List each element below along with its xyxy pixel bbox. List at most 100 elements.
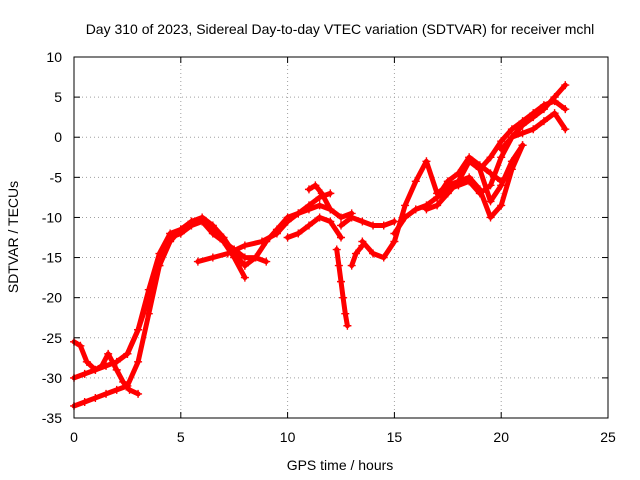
data-point (317, 189, 326, 198)
data-point (497, 137, 506, 146)
data-point (112, 365, 121, 374)
data-point (326, 189, 335, 198)
y-tick-label: 5 (54, 89, 62, 105)
data-point (97, 361, 106, 370)
data-point (561, 105, 570, 114)
data-point (332, 245, 341, 254)
data-point (550, 109, 559, 118)
data-point (240, 241, 249, 250)
data-point (91, 393, 100, 402)
data-point (82, 357, 91, 366)
data-point (326, 205, 335, 214)
data-point (497, 145, 506, 154)
data-point (304, 185, 313, 194)
data-point (497, 201, 506, 210)
data-point (251, 253, 260, 262)
data-point (379, 221, 388, 230)
data-point (339, 293, 348, 302)
data-point (262, 237, 271, 246)
data-point (518, 141, 527, 150)
data-point (337, 221, 345, 230)
data-point (465, 177, 474, 186)
data-point (529, 125, 538, 134)
data-point (497, 177, 506, 186)
series-sat-f (240, 189, 335, 270)
data-point (401, 201, 410, 210)
data-point (134, 389, 143, 398)
data-point (443, 185, 452, 194)
data-point (315, 201, 324, 210)
data-point (230, 253, 239, 262)
data-point (486, 181, 495, 190)
series-trace (423, 142, 526, 220)
data-point (80, 397, 89, 406)
data-point (550, 97, 559, 106)
data-point (337, 233, 345, 242)
data-point (262, 257, 271, 266)
series-sat-h (304, 181, 356, 222)
x-tick-labels: 0 5 10 15 20 25 (70, 429, 616, 445)
data-point (475, 165, 484, 174)
data-point (283, 233, 292, 242)
data-point (369, 249, 378, 258)
data-point (134, 357, 143, 366)
data-point (351, 249, 360, 258)
data-point (123, 349, 132, 358)
y-tick-label: -25 (42, 330, 62, 346)
series-sat-k (337, 213, 399, 230)
data-point (539, 117, 548, 126)
data-point (507, 133, 516, 142)
data-point (208, 253, 217, 262)
data-point (125, 385, 134, 394)
data-point (390, 229, 399, 238)
data-point (198, 217, 207, 226)
data-point (486, 197, 495, 206)
data-point (80, 369, 89, 378)
data-point (337, 213, 345, 222)
chart-title: Day 310 of 2023, Sidereal Day-to-day VTE… (86, 21, 595, 37)
data-point (529, 109, 538, 118)
data-point (294, 209, 303, 218)
data-point (337, 277, 345, 286)
data-point (401, 213, 410, 222)
data-point (369, 221, 378, 230)
plot-area (70, 81, 570, 410)
data-point (347, 213, 356, 222)
data-point (119, 377, 128, 386)
data-point (104, 349, 113, 358)
data-point (144, 293, 153, 302)
data-point (518, 117, 527, 126)
y-tick-label: -15 (42, 250, 62, 266)
data-point (304, 221, 313, 230)
series-sat-c (70, 337, 143, 398)
y-tick-label: -5 (50, 169, 63, 185)
data-point (343, 321, 352, 330)
data-point (433, 201, 442, 210)
data-point (433, 193, 442, 202)
data-point (166, 229, 175, 238)
data-point (240, 253, 249, 262)
data-point (347, 261, 356, 270)
series-trace (71, 339, 141, 397)
y-tick-label: -30 (42, 370, 62, 386)
data-point (465, 153, 474, 162)
data-point (219, 237, 228, 246)
data-point (102, 389, 111, 398)
data-point (272, 225, 281, 234)
data-point (390, 237, 399, 246)
data-point (507, 165, 516, 174)
data-point (422, 205, 431, 214)
data-point (507, 125, 516, 134)
data-point (112, 385, 121, 394)
data-point (223, 249, 232, 258)
data-point (422, 157, 431, 166)
y-tick-label: -10 (42, 209, 62, 225)
data-point (561, 81, 570, 90)
data-point (91, 365, 100, 374)
data-point (334, 261, 343, 270)
data-point (358, 237, 367, 246)
y-tick-label: 10 (46, 49, 62, 65)
y-tick-label: 0 (54, 129, 62, 145)
data-point (193, 257, 202, 266)
